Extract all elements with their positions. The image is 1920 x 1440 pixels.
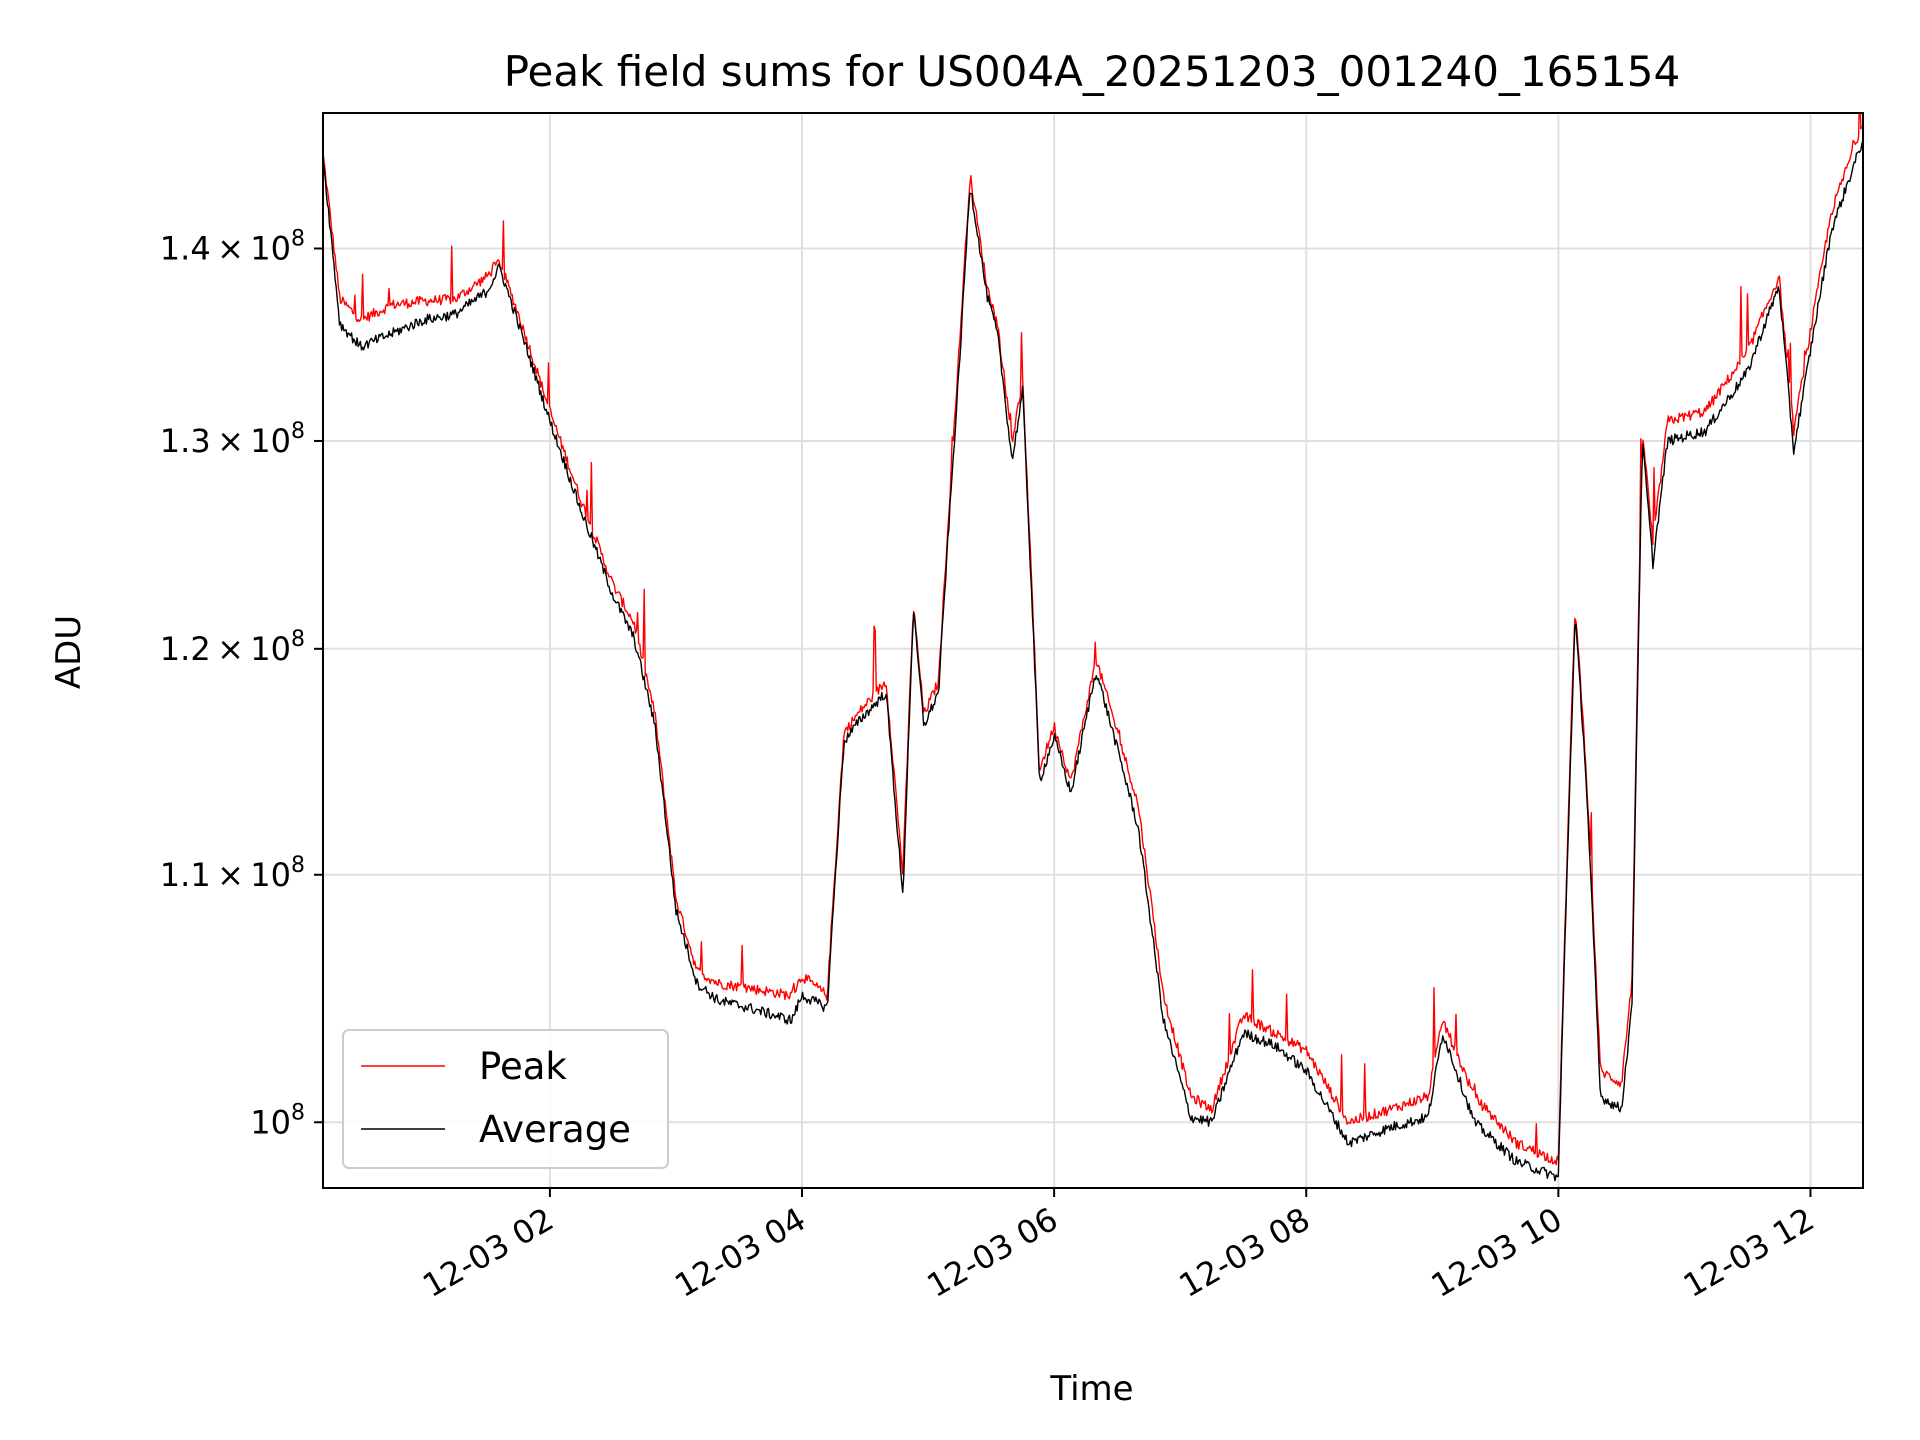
legend: Peak Average bbox=[342, 1029, 669, 1169]
plot-frame bbox=[322, 112, 1864, 1189]
y-tick-label: 108 bbox=[250, 1100, 305, 1141]
y-tick-label: 1.3 × 108 bbox=[160, 419, 305, 460]
y-axis: 108 1.1 × 108 1.2 × 108 1.3 × 108 1.4 × 108 bbox=[160, 227, 323, 1141]
y-tick-label: 1.1 × 108 bbox=[160, 853, 305, 894]
series-line-average bbox=[323, 139, 1863, 1182]
legend-label-average: Average bbox=[479, 1108, 631, 1151]
y-axis-label: ADU bbox=[49, 615, 89, 689]
legend-label-peak: Peak bbox=[479, 1045, 567, 1088]
y-tick-label: 1.2 × 108 bbox=[160, 627, 305, 668]
series-line-peak bbox=[323, 113, 1863, 1166]
chart-title: Peak field sums for US004A_20251203_0012… bbox=[504, 47, 1681, 96]
legend-box bbox=[342, 1029, 669, 1169]
y-tick-label: 1.4 × 108 bbox=[160, 227, 305, 268]
series-group bbox=[323, 113, 1863, 1182]
grid bbox=[323, 113, 1863, 1188]
x-axis-label: Time bbox=[1049, 1369, 1133, 1409]
